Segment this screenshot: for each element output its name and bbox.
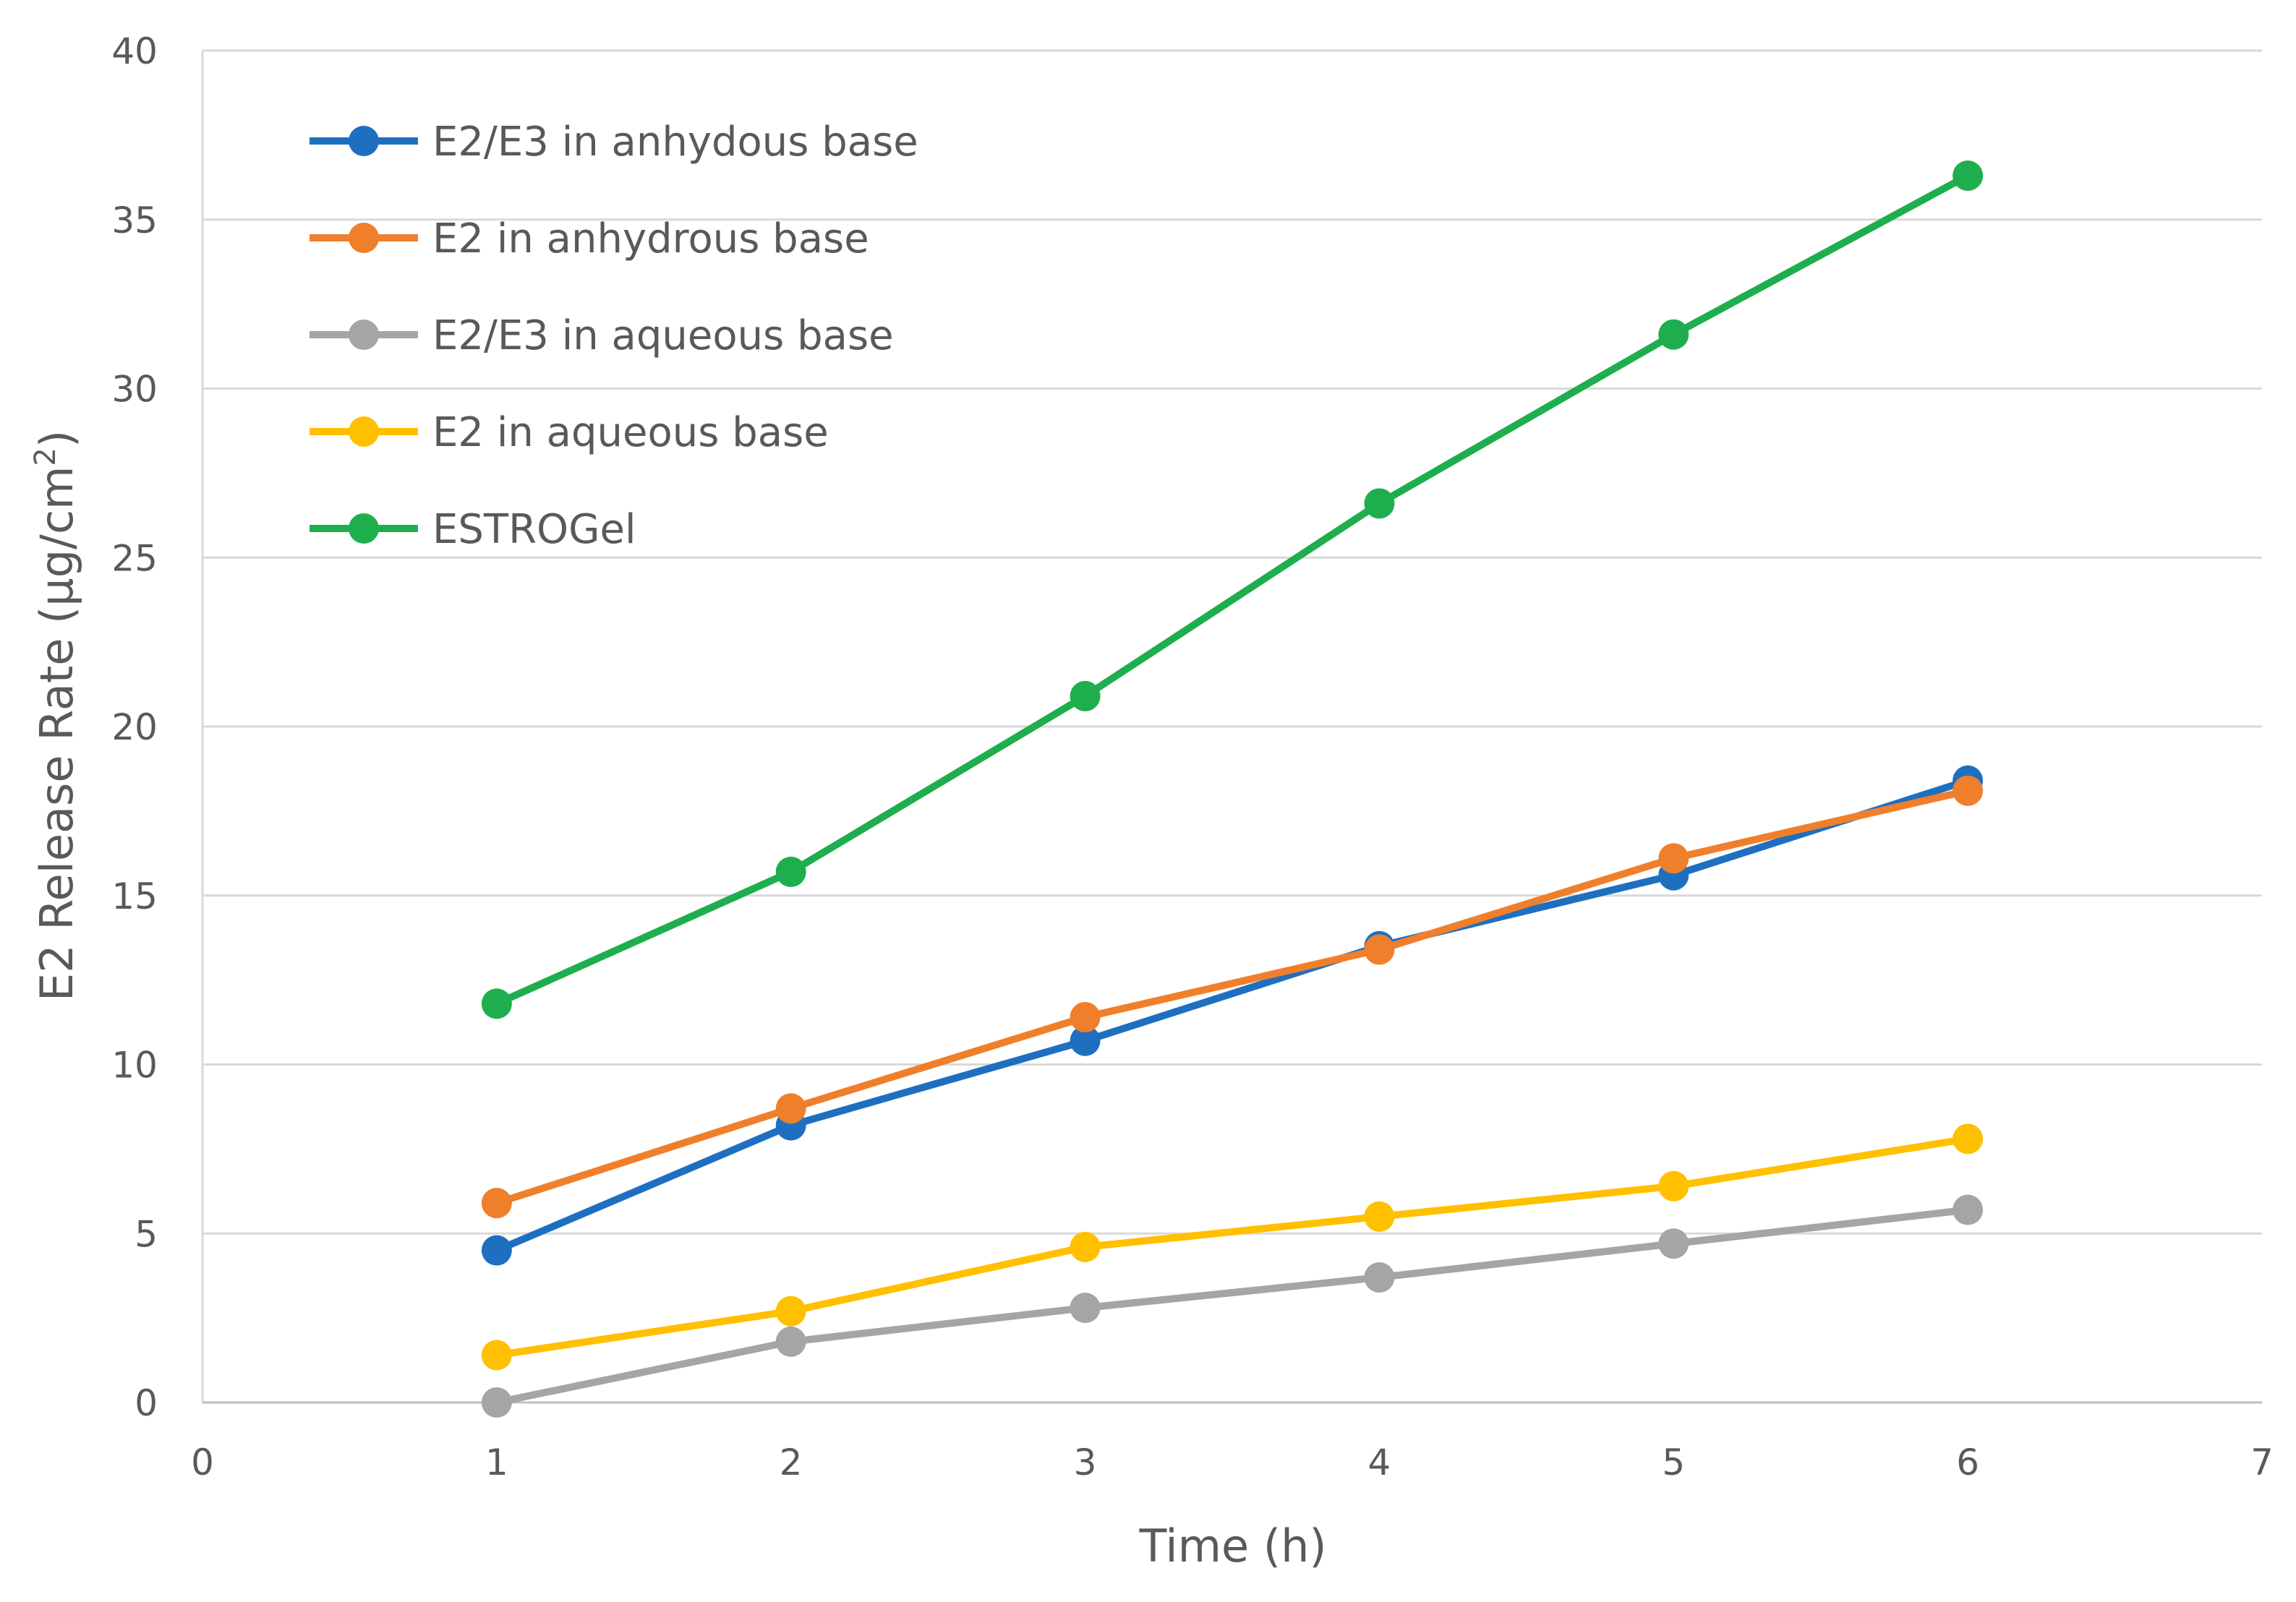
y-axis-title-superscript: 2	[29, 447, 62, 466]
x-tick-label-1: 1	[485, 1442, 508, 1483]
y-tick-label-25: 25	[111, 537, 158, 579]
y-axis-title-close: )	[30, 430, 83, 447]
legend-label: ESTROGel	[432, 506, 636, 553]
y-axis-title: E2 Release Rate (μg/cm2)	[29, 430, 83, 1001]
y-tick-label-35: 35	[111, 200, 158, 241]
data-point-s2-x2	[775, 1093, 806, 1124]
legend-swatch-marker	[349, 416, 379, 447]
series-line-5	[495, 172, 1970, 1007]
y-tick-labels: 0 5 10 15 20 25 30 35 40	[111, 30, 158, 1424]
legend-item-4: E2 in aqueous base	[310, 409, 829, 456]
data-point-s3-x5	[1658, 1228, 1689, 1259]
data-point-s5-x6	[1953, 160, 1984, 191]
data-point-s4-x2	[775, 1295, 806, 1327]
y-tick-label-30: 30	[111, 369, 158, 411]
series-3	[481, 1194, 1984, 1418]
legend-swatch-marker	[349, 513, 379, 544]
data-point-s1-x3	[1070, 1025, 1101, 1056]
data-point-s2-x3	[1070, 1002, 1101, 1033]
x-tick-labels: 0 1 2 3 4 5 6 7	[191, 1442, 2274, 1483]
data-point-s5-x4	[1364, 488, 1395, 519]
data-point-s3-x1	[481, 1387, 512, 1418]
x-tick-label-6: 6	[1956, 1442, 1979, 1483]
x-tick-label-3: 3	[1074, 1442, 1097, 1483]
series-line-1	[495, 777, 1969, 1254]
series-line-3	[495, 1206, 1968, 1406]
legend-label: E2 in aqueous base	[432, 409, 829, 456]
x-tick-label-7: 7	[2250, 1442, 2274, 1483]
data-point-s4-x6	[1953, 1123, 1984, 1155]
data-point-s3-x3	[1070, 1293, 1101, 1324]
legend-item-1: E2/E3 in anhydous base	[310, 119, 918, 166]
data-point-s4-x4	[1364, 1201, 1395, 1232]
series-line-2	[495, 787, 1969, 1207]
x-tick-label-5: 5	[1662, 1442, 1685, 1483]
data-point-s2-x1	[481, 1188, 512, 1219]
legend-swatch-marker	[349, 320, 379, 350]
legend-item-5: ESTROGel	[310, 506, 636, 553]
series-4	[481, 1123, 1984, 1371]
data-point-s5-x3	[1070, 680, 1101, 711]
legend-label: E2/E3 in aqueous base	[432, 312, 894, 359]
y-tick-label-15: 15	[111, 875, 158, 917]
data-point-s2-x6	[1953, 775, 1984, 806]
data-point-s3-x6	[1953, 1194, 1984, 1225]
data-point-s4-x5	[1658, 1170, 1689, 1202]
data-point-s4-x3	[1070, 1231, 1101, 1262]
y-tick-label-40: 40	[111, 30, 158, 72]
data-point-s5-x5	[1658, 319, 1689, 350]
axes	[201, 51, 2262, 1404]
legend-item-2: E2 in anhydrous base	[310, 215, 869, 262]
y-tick-label-10: 10	[111, 1045, 158, 1087]
series-2	[481, 775, 1984, 1219]
series-line-4	[496, 1135, 1968, 1359]
legend-item-3: E2/E3 in aqueous base	[310, 312, 894, 359]
legend-swatch-marker	[349, 223, 379, 253]
gridlines	[202, 49, 2262, 1235]
data-point-s3-x4	[1364, 1262, 1395, 1293]
y-axis-title-main: E2 Release Rate (μg/cm	[30, 466, 83, 1002]
legend-label: E2/E3 in anhydous base	[432, 119, 918, 166]
legend-label: E2 in anhydrous base	[432, 215, 869, 262]
data-point-s3-x2	[775, 1326, 806, 1357]
data-point-s4-x1	[481, 1340, 512, 1371]
data-point-s1-x1	[481, 1235, 512, 1266]
data-point-s2-x4	[1364, 934, 1395, 965]
x-tick-label-0: 0	[191, 1442, 214, 1483]
data-point-s2-x5	[1658, 843, 1689, 874]
series-5	[481, 160, 1984, 1019]
y-tick-label-0: 0	[135, 1382, 158, 1424]
data-point-s5-x1	[481, 988, 512, 1019]
data-point-s5-x2	[775, 857, 806, 888]
x-axis-title: Time (h)	[1138, 1520, 1326, 1572]
data-series	[481, 160, 1984, 1418]
legend-swatch-marker	[349, 126, 379, 156]
y-tick-label-5: 5	[135, 1213, 158, 1255]
x-tick-label-2: 2	[780, 1442, 803, 1483]
x-tick-label-4: 4	[1368, 1442, 1391, 1483]
y-tick-label-20: 20	[111, 706, 158, 748]
legend: E2/E3 in anhydous base E2 in anhydrous ba…	[310, 119, 918, 553]
